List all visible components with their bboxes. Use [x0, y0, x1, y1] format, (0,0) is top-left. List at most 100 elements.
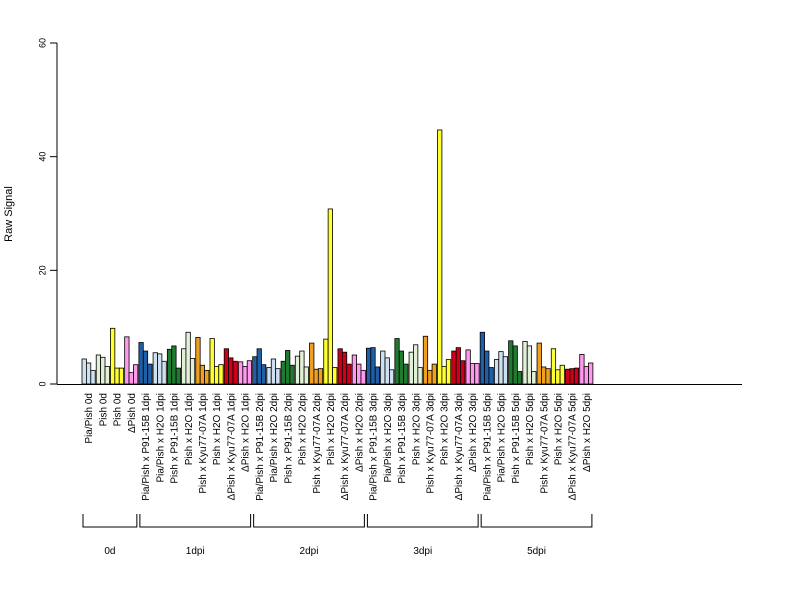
group-label: 5dpi — [527, 546, 546, 557]
bar — [90, 369, 96, 385]
bar — [374, 366, 381, 385]
bar — [522, 340, 528, 385]
y-tick-label: 60 — [37, 38, 47, 48]
bar — [431, 363, 437, 385]
y-tick-label: 20 — [37, 265, 47, 275]
bar — [133, 364, 139, 385]
bar — [460, 360, 466, 385]
category-label: ΔPish x H2O 2dpi — [354, 393, 365, 472]
category-label: Pish x H2O 3dpi — [411, 393, 422, 465]
bar — [588, 362, 594, 385]
bar — [517, 371, 523, 385]
bar — [275, 368, 281, 385]
bar — [455, 347, 461, 385]
bar — [417, 367, 423, 385]
group-bracket — [253, 514, 365, 528]
bar — [341, 351, 348, 385]
bar — [238, 361, 244, 385]
bar — [360, 369, 366, 385]
bar — [242, 365, 248, 385]
bar — [171, 345, 177, 385]
category-label: Pia/Pish x H2O 5dpi — [497, 393, 508, 483]
bar — [181, 348, 187, 385]
bar — [441, 365, 447, 385]
bar — [408, 351, 414, 385]
bar — [294, 355, 301, 385]
bar — [346, 363, 352, 385]
bar — [422, 335, 429, 385]
bar — [86, 362, 92, 385]
bar — [389, 369, 395, 385]
category-label: ΔPish x Kyu77-07A 2dpi — [340, 393, 351, 500]
group-bracket — [139, 514, 252, 528]
category-label: ΔPish x Kyu77-07A 1dpi — [226, 393, 237, 500]
bar — [565, 368, 571, 385]
bar — [147, 363, 153, 385]
category-label: ΔPish x H2O 5dpi — [582, 393, 593, 472]
category-label: ΔPish x Kyu77-07A 3dpi — [454, 393, 465, 500]
bar — [280, 360, 286, 385]
bar — [289, 364, 295, 385]
bar — [508, 340, 514, 385]
bar — [465, 349, 471, 385]
bar — [351, 354, 357, 385]
category-label: Pish x Kyu77-07A 3dpi — [426, 393, 437, 494]
bar — [332, 367, 338, 385]
bar — [261, 364, 267, 385]
y-axis: 0 20 40 60 — [37, 38, 58, 387]
group-label: 2dpi — [300, 546, 319, 557]
category-label: Pia/Pish x P91-15B 5dpi — [482, 393, 493, 501]
bar — [413, 344, 419, 385]
bar — [128, 372, 134, 385]
category-label: Pish x Kyu77-07A 2dpi — [312, 393, 323, 494]
bar — [185, 331, 191, 385]
bar — [531, 371, 537, 385]
category-label: Pia/Pish x H2O 2dpi — [269, 393, 280, 483]
bar — [303, 366, 309, 385]
bar — [536, 342, 542, 385]
bar — [380, 350, 386, 385]
bar — [161, 360, 167, 385]
category-label: Pish x P91-15B 3dpi — [397, 393, 408, 484]
bar — [299, 350, 305, 385]
bar — [110, 327, 116, 385]
bar — [199, 364, 205, 385]
group-bracket — [480, 514, 593, 528]
bar — [218, 364, 224, 385]
bar — [484, 350, 490, 385]
bars — [81, 129, 594, 385]
y-axis-title: Raw Signal — [3, 186, 15, 242]
group-brackets: 0d 1dpi 2dpi 3dpi 5dpi — [82, 514, 593, 557]
group-label: 0d — [104, 546, 115, 557]
bar — [555, 369, 561, 385]
bar — [209, 338, 215, 385]
bar — [223, 348, 229, 385]
category-labels: Pia/Pish 0d Pish 0d Pish 0d ΔPish 0d Pia/Pis… — [84, 393, 593, 501]
bar — [228, 357, 234, 385]
bar — [569, 368, 575, 385]
category-label: ΔPish x Kyu77-07A 5dpi — [568, 393, 579, 500]
bar — [118, 367, 125, 385]
category-label: Pish x P91-15B 5dpi — [511, 393, 522, 484]
bar — [124, 336, 130, 385]
bar — [573, 367, 580, 385]
bar — [246, 360, 253, 385]
bar — [545, 368, 551, 385]
category-label: Pish x P91-15B 2dpi — [283, 393, 294, 484]
bar — [266, 367, 272, 385]
bar — [252, 356, 258, 385]
category-label: Pish x Kyu77-07A 5dpi — [539, 393, 550, 494]
bar — [309, 342, 315, 385]
bar — [114, 367, 120, 385]
bar — [157, 353, 163, 385]
bar — [213, 365, 220, 385]
bar — [559, 364, 565, 385]
bar — [81, 358, 87, 385]
category-label: ΔPish x H2O 3dpi — [468, 393, 479, 472]
bar — [479, 331, 485, 385]
bar — [541, 366, 547, 385]
bar — [469, 363, 476, 385]
bar — [498, 351, 504, 385]
bar — [445, 359, 452, 385]
